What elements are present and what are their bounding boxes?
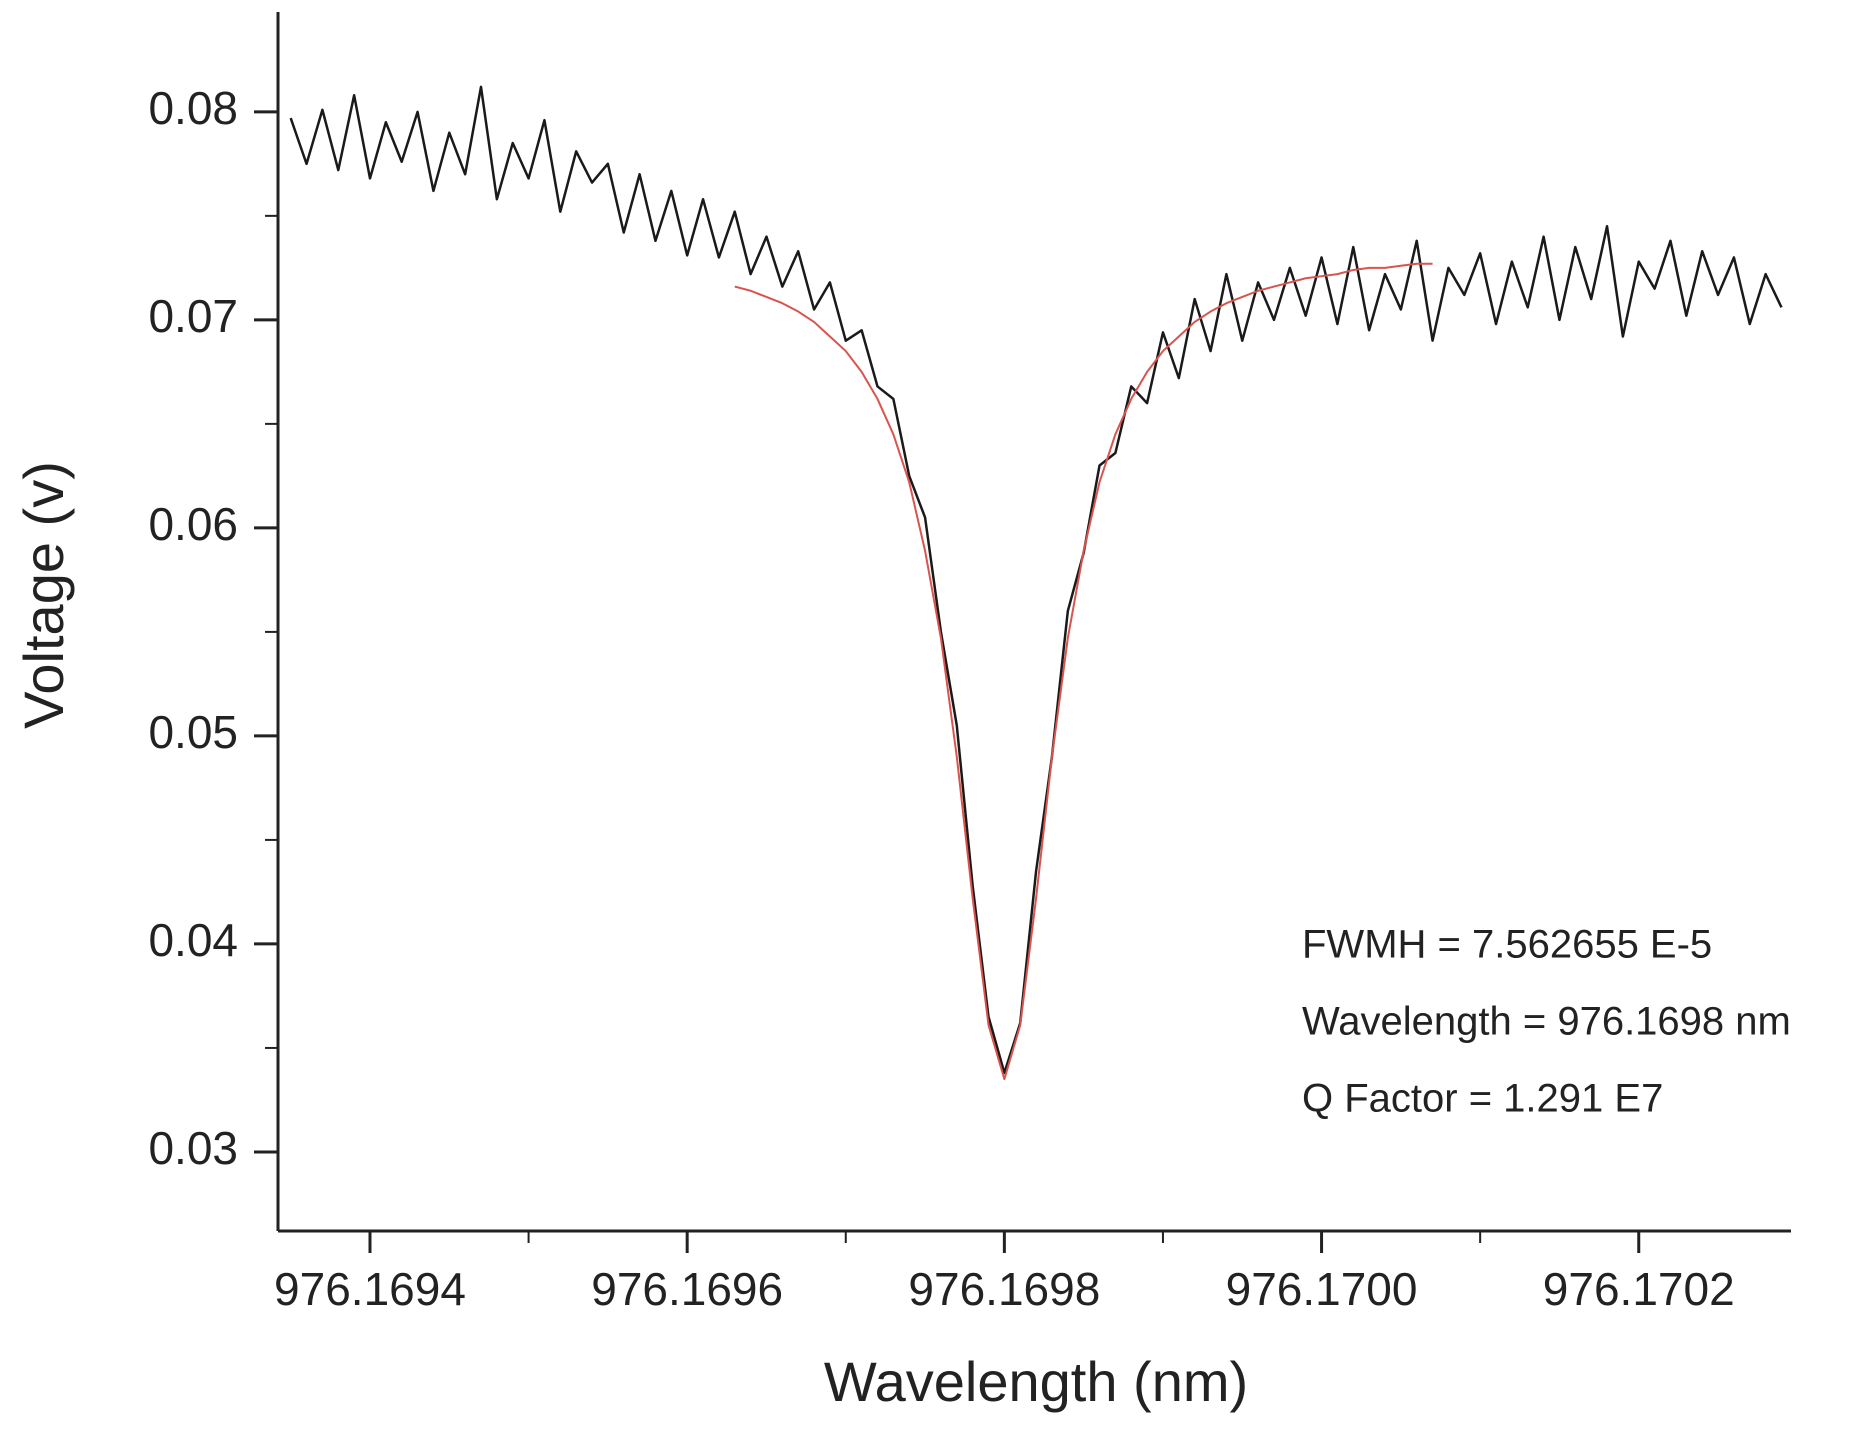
x-axis-title: Wavelength (nm) [824,1350,1248,1413]
data-line [289,85,1783,1075]
annotation: FWMH = 7.562655 E-5 [1302,923,1712,967]
annotation: Wavelength = 976.1698 nm [1302,1000,1791,1044]
annotation: Q Factor = 1.291 E7 [1302,1077,1663,1121]
y-tick-label: 0.08 [148,82,238,134]
x-tick-label: 976.1700 [1226,1263,1418,1315]
y-tick-label: 0.07 [148,290,238,342]
fit-line [734,262,1433,1081]
x-tick-label: 976.1694 [274,1263,466,1315]
y-tick-label: 0.05 [148,706,238,758]
y-axis-title: Voltage (v) [12,461,75,729]
x-tick-label: 976.1696 [591,1263,783,1315]
y-tick-label: 0.06 [148,498,238,550]
y-tick-label: 0.04 [148,914,238,966]
x-tick-label: 976.1702 [1543,1263,1735,1315]
y-tick-label: 0.03 [148,1122,238,1174]
x-tick-label: 976.1698 [908,1263,1100,1315]
